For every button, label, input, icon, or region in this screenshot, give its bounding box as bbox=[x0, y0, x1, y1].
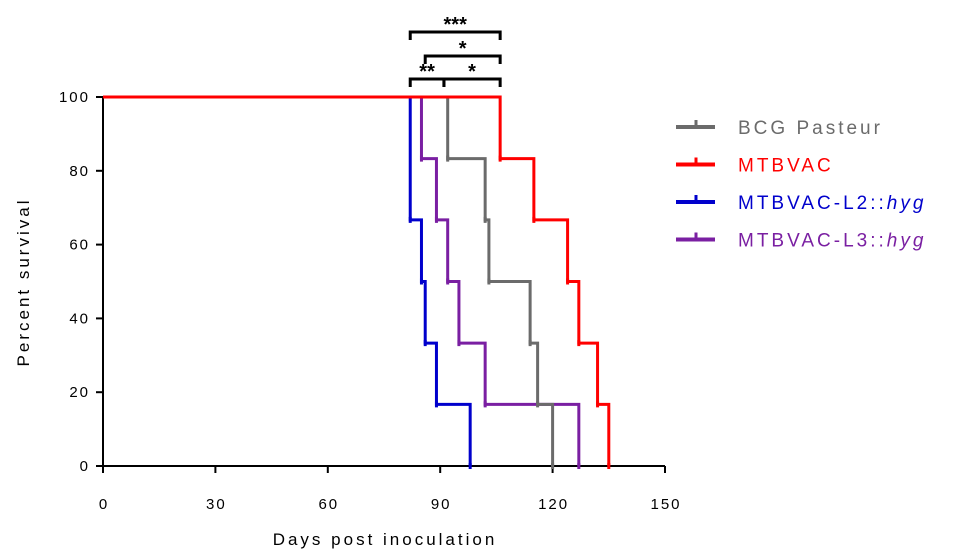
significance-label: * bbox=[459, 38, 467, 60]
significance-bracket bbox=[442, 77, 502, 87]
x-axis-title: Days post inoculation bbox=[273, 530, 498, 549]
series-line bbox=[103, 95, 555, 466]
x-tick-label: 120 bbox=[538, 496, 569, 513]
legend-label-text: BCG Pasteur bbox=[738, 118, 883, 139]
legend-label-text: MTBVAC bbox=[738, 156, 834, 177]
legend-item: MTBVAC-L3::hyg bbox=[676, 231, 926, 252]
legend-label-italic: hyg bbox=[887, 231, 927, 252]
legend-label-text: MTBVAC-L2:: bbox=[738, 193, 887, 214]
x-tick-label: 30 bbox=[206, 496, 227, 513]
axis-ticks: 0 30 60 90 120 150 0 20 40 60 80 100 bbox=[59, 89, 681, 513]
significance-label: *** bbox=[444, 14, 468, 36]
legend-label: MTBVAC bbox=[738, 156, 834, 177]
legend-item: BCG Pasteur bbox=[676, 118, 883, 139]
series-line bbox=[103, 95, 472, 466]
x-tick-label: 60 bbox=[318, 496, 339, 513]
y-tick-label: 80 bbox=[69, 163, 90, 180]
x-tick-label: 0 bbox=[99, 496, 109, 513]
y-tick-label: 40 bbox=[69, 310, 90, 327]
x-tick-label: 150 bbox=[650, 496, 681, 513]
significance-label: ** bbox=[419, 61, 435, 83]
y-tick-label: 0 bbox=[80, 458, 90, 475]
significance-bracket bbox=[408, 30, 502, 40]
significance-bracket bbox=[423, 54, 502, 64]
legend-label-text: MTBVAC-L3:: bbox=[738, 231, 887, 252]
legend-label: MTBVAC-L2::hyg bbox=[738, 193, 926, 214]
y-tick-label: 20 bbox=[69, 384, 90, 401]
legend-label: BCG Pasteur bbox=[738, 118, 883, 139]
series-layer bbox=[103, 95, 611, 469]
legend: BCG PasteurMTBVACMTBVAC-L2::hygMTBVAC-L3… bbox=[676, 118, 926, 252]
y-tick-label: 60 bbox=[69, 237, 90, 254]
significance-brackets: ** ***** bbox=[408, 14, 502, 87]
x-tick-label: 90 bbox=[431, 496, 452, 513]
legend-item: MTBVAC-L2::hyg bbox=[676, 193, 926, 214]
legend-label: MTBVAC-L3::hyg bbox=[738, 231, 926, 252]
legend-item: MTBVAC bbox=[676, 156, 834, 177]
significance-label: * bbox=[468, 61, 476, 83]
y-axis-title: Percent survival bbox=[14, 198, 33, 367]
axes bbox=[102, 97, 665, 467]
legend-label-italic: hyg bbox=[887, 193, 927, 214]
series-line bbox=[103, 95, 611, 466]
y-tick-label: 100 bbox=[59, 89, 90, 106]
